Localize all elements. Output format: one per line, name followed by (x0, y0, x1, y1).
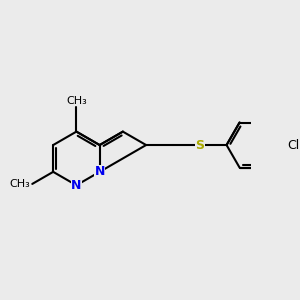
Text: Cl: Cl (287, 139, 299, 152)
Text: CH₃: CH₃ (9, 179, 30, 189)
Text: CH₃: CH₃ (66, 96, 87, 106)
Text: N: N (71, 179, 82, 192)
Text: N: N (94, 165, 105, 178)
Text: S: S (195, 139, 204, 152)
